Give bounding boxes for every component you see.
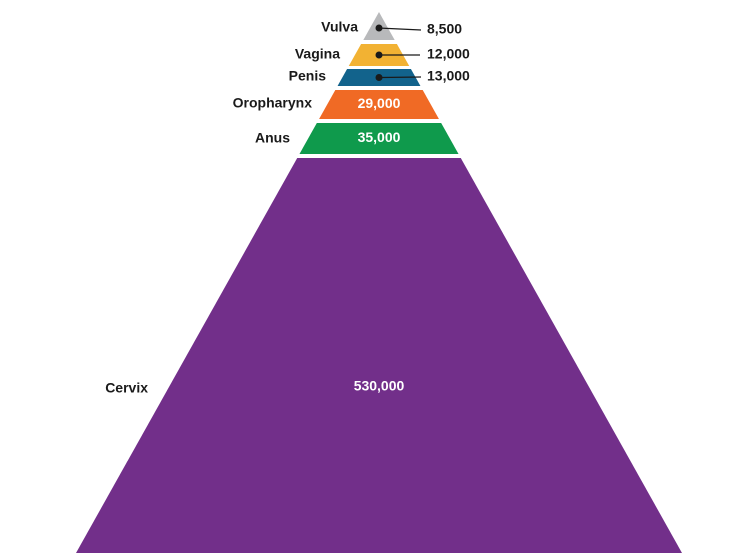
value-label-cervix: 530,000 xyxy=(354,378,405,394)
value-label-oropharynx: 29,000 xyxy=(358,95,401,111)
value-label-vulva: 8,500 xyxy=(427,21,462,37)
value-label-penis: 13,000 xyxy=(427,68,470,84)
pyramid-labels: Vulva 8,500 Vagina 12,000 Penis 13,000 Orophar… xyxy=(105,19,470,396)
leader-line-penis xyxy=(378,76,422,79)
segment-label-vagina: Vagina xyxy=(295,46,340,62)
segment-label-anus: Anus xyxy=(255,130,290,146)
value-label-anus: 35,000 xyxy=(358,129,401,145)
segment-label-penis: Penis xyxy=(289,68,327,84)
segment-label-vulva: Vulva xyxy=(321,19,358,35)
pyramid-segment-anus xyxy=(299,123,459,154)
pyramid-segments xyxy=(76,12,682,553)
leader-line-vulva xyxy=(378,27,422,31)
segment-label-cervix: Cervix xyxy=(105,380,148,396)
pyramid-segment-oropharynx xyxy=(319,90,439,119)
segment-label-oropharynx: Oropharynx xyxy=(233,95,313,111)
value-label-vagina: 12,000 xyxy=(427,46,470,62)
pyramid-segment-cervix xyxy=(76,158,682,553)
